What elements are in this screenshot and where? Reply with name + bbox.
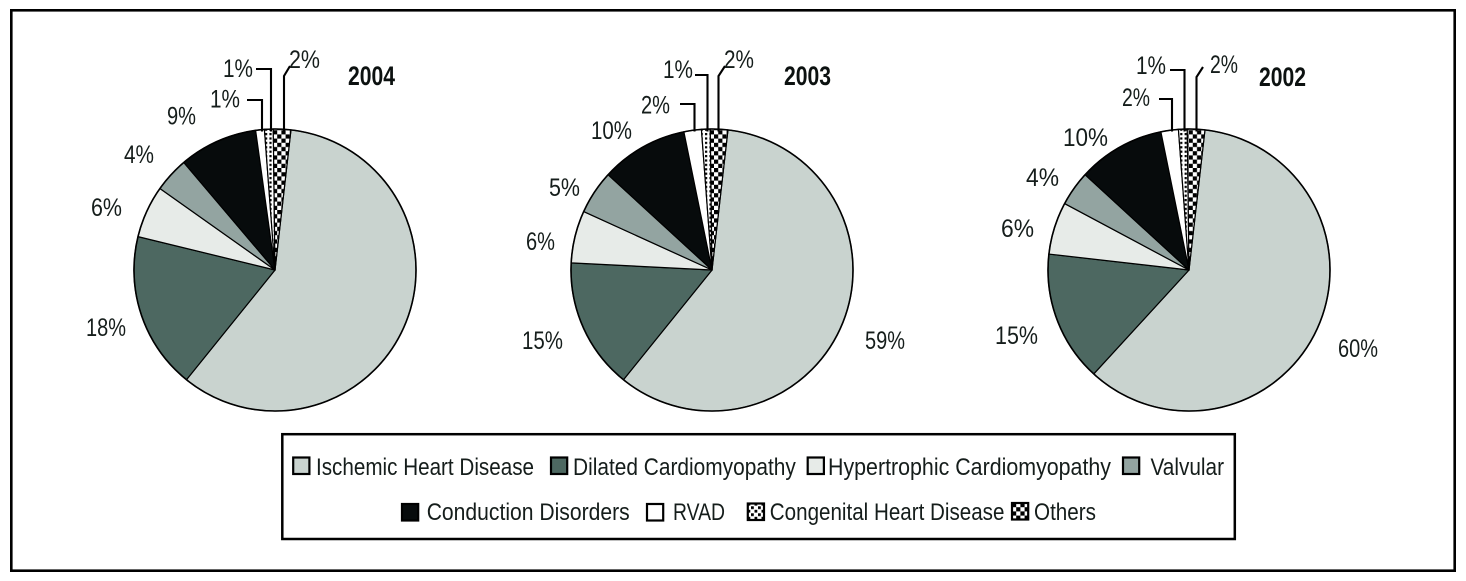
svg-text:60%: 60% xyxy=(1338,335,1378,363)
svg-text:Ischemic Heart Disease: Ischemic Heart Disease xyxy=(316,454,534,481)
svg-text:10%: 10% xyxy=(591,117,632,145)
svg-text:4%: 4% xyxy=(124,141,154,169)
svg-text:6%: 6% xyxy=(1001,215,1034,243)
svg-text:Conduction Disorders: Conduction Disorders xyxy=(427,499,630,526)
svg-text:2%: 2% xyxy=(641,92,670,120)
svg-text:Hypertrophic Cardiomyopathy: Hypertrophic Cardiomyopathy xyxy=(828,454,1112,481)
svg-text:1%: 1% xyxy=(663,56,693,84)
svg-text:Valvular: Valvular xyxy=(1151,454,1225,481)
svg-text:6%: 6% xyxy=(91,194,122,222)
svg-text:2002: 2002 xyxy=(1259,62,1306,92)
svg-text:5%: 5% xyxy=(549,174,580,202)
svg-text:Dilated Cardiomyopathy: Dilated Cardiomyopathy xyxy=(573,454,796,481)
svg-text:59%: 59% xyxy=(865,327,905,355)
svg-text:9%: 9% xyxy=(167,103,196,131)
svg-text:2%: 2% xyxy=(724,46,754,74)
svg-text:2%: 2% xyxy=(289,46,320,74)
svg-text:1%: 1% xyxy=(1136,52,1166,80)
svg-text:18%: 18% xyxy=(86,314,126,342)
svg-text:6%: 6% xyxy=(526,228,555,256)
svg-text:1%: 1% xyxy=(223,55,253,83)
svg-text:2%: 2% xyxy=(1210,51,1238,79)
svg-text:10%: 10% xyxy=(1063,124,1108,152)
svg-text:15%: 15% xyxy=(995,322,1038,350)
svg-text:2003: 2003 xyxy=(784,61,831,91)
svg-text:4%: 4% xyxy=(1026,164,1059,192)
svg-text:Others: Others xyxy=(1034,499,1096,526)
svg-text:2%: 2% xyxy=(1122,84,1150,112)
svg-text:RVAD: RVAD xyxy=(673,499,725,526)
svg-text:2004: 2004 xyxy=(348,61,395,91)
svg-text:Congenital Heart Disease: Congenital Heart Disease xyxy=(770,499,1005,526)
svg-text:15%: 15% xyxy=(522,327,563,355)
svg-text:1%: 1% xyxy=(210,86,240,114)
